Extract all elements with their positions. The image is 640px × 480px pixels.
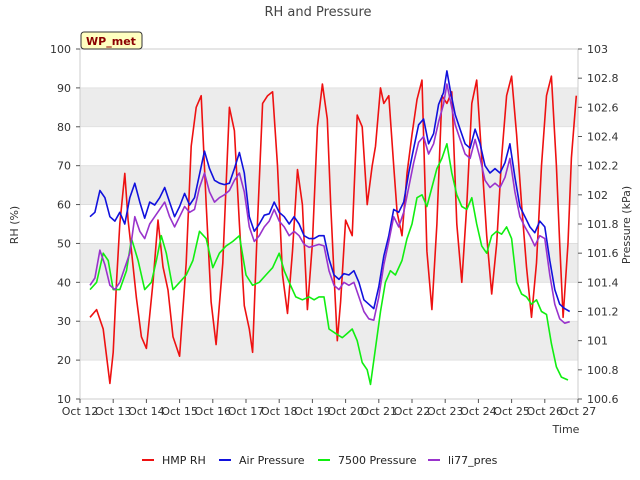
y-left-tick-label: 30 <box>57 315 71 328</box>
x-tick-label: Oct 23 <box>427 405 464 418</box>
y-right-tick-label: 102.6 <box>587 101 619 114</box>
x-tick-label: Oct 21 <box>361 405 398 418</box>
grid-band <box>80 87 578 127</box>
x-tick-label: Oct 19 <box>294 405 331 418</box>
y-right-tick-label: 101.4 <box>587 276 619 289</box>
y-right-tick-label: 103 <box>587 43 608 56</box>
series-line-air-pressure <box>89 70 571 313</box>
series-lines <box>89 70 578 386</box>
y-axis-right-title: Pressure (kPa) <box>620 186 633 264</box>
x-tick-label: Oct 25 <box>493 405 530 418</box>
station-badge-label: WP_met <box>86 35 136 48</box>
series-line-li77-pres <box>89 83 570 324</box>
y-left-tick-label: 50 <box>57 237 71 250</box>
y-left-tick-label: 80 <box>57 121 71 134</box>
x-tick-label: Oct 15 <box>161 405 198 418</box>
x-tick-label: Oct 14 <box>128 405 165 418</box>
y-right-tick-label: 102 <box>587 189 608 202</box>
x-tick-label: Oct 12 <box>62 405 99 418</box>
y-axis-left-title: RH (%) <box>8 206 21 244</box>
y-right-tick-label: 101.2 <box>587 306 619 319</box>
y-left-tick-label: 70 <box>57 160 71 173</box>
x-tick-label: Oct 20 <box>327 405 364 418</box>
series-line-hmp-rh <box>89 75 578 385</box>
x-tick-label: Oct 22 <box>394 405 431 418</box>
legend-label: li77_pres <box>448 454 498 467</box>
y-left-tick-label: 40 <box>57 276 71 289</box>
series-line-7500-pressure <box>89 143 569 386</box>
x-tick-label: Oct 26 <box>527 405 564 418</box>
x-tick-label: Oct 27 <box>560 405 597 418</box>
station-badge: WP_met <box>80 31 143 50</box>
x-tick-label: Oct 24 <box>460 405 497 418</box>
y-right-tick-label: 101 <box>587 335 608 348</box>
chart-title: RH and Pressure <box>264 5 371 20</box>
legend-label: HMP RH <box>162 454 206 467</box>
y-left-tick-label: 10 <box>57 393 71 406</box>
legend-label: 7500 Pressure <box>338 454 417 467</box>
legend: HMP RH Air Pressure 7500 Pressure li77_pres <box>142 454 498 467</box>
y-right-tick-label: 102.2 <box>587 160 619 173</box>
y-right-tick-label: 102.4 <box>587 131 619 144</box>
y-left-tick-label: 100 <box>50 43 71 56</box>
y-right-tick-label: 101.8 <box>587 218 619 231</box>
y-right-tick-label: 101.6 <box>587 247 619 260</box>
y-left-tick-label: 20 <box>57 354 71 367</box>
y-right-tick-label: 100.8 <box>587 364 619 377</box>
x-tick-label: Oct 17 <box>228 405 265 418</box>
x-tick-label: Oct 16 <box>195 405 232 418</box>
legend-label: Air Pressure <box>239 454 305 467</box>
x-axis-title: Time <box>552 423 580 436</box>
x-tick-label: Oct 13 <box>95 405 132 418</box>
x-tick-label: Oct 18 <box>261 405 298 418</box>
y-right-tick-label: 102.8 <box>587 72 619 85</box>
y-right-tick-label: 100.6 <box>587 393 619 406</box>
y-left-tick-label: 60 <box>57 199 71 212</box>
y-left-tick-label: 90 <box>57 82 71 95</box>
